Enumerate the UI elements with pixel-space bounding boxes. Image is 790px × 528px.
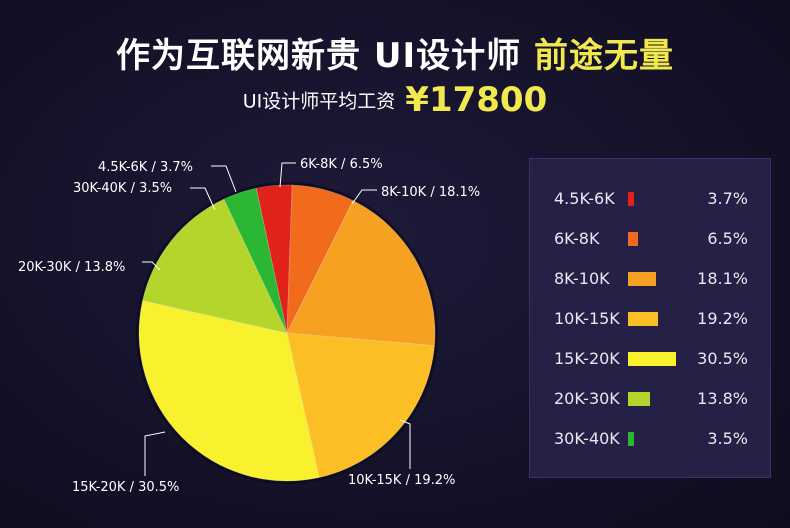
leader-line xyxy=(142,261,161,271)
leader-line xyxy=(351,189,377,205)
slice-label: 30K-40K / 3.5% xyxy=(73,181,172,196)
pie-slice-10k-15k xyxy=(286,332,435,478)
leader-line xyxy=(144,431,166,476)
legend-label: 10K-15K xyxy=(554,309,620,328)
pie-slice-30k-40k xyxy=(223,187,288,334)
slice-label: 4.5K-6K / 3.7% xyxy=(98,160,193,175)
legend-swatch xyxy=(628,432,634,446)
legend-swatch xyxy=(628,192,634,206)
pie-slice-8k-10k xyxy=(286,200,436,346)
leader-line xyxy=(211,165,237,193)
legend-item: 15K-20K 30.5% xyxy=(530,347,770,371)
legend-value: 13.8% xyxy=(697,389,748,408)
legend-label: 4.5K-6K xyxy=(554,189,615,208)
leader-line xyxy=(190,187,216,211)
legend-value: 6.5% xyxy=(707,229,748,248)
pie-slice-15k-20k xyxy=(138,300,320,482)
legend-item: 30K-40K 3.5% xyxy=(530,427,770,451)
slice-label: 10K-15K / 19.2% xyxy=(348,473,455,488)
legend-label: 30K-40K xyxy=(554,429,620,448)
pie-slice-6k-8k xyxy=(286,184,354,334)
leader-line xyxy=(279,162,296,188)
title-accent: 前途无量 xyxy=(533,36,674,76)
average-salary-label: UI设计师平均工资 xyxy=(242,90,396,113)
legend-label: 6K-8K xyxy=(554,229,600,248)
legend-label: 15K-20K xyxy=(554,349,620,368)
legend-label: 20K-30K xyxy=(554,389,620,408)
legend-value: 19.2% xyxy=(697,309,748,328)
legend-value: 3.5% xyxy=(707,429,748,448)
legend-value: 18.1% xyxy=(697,269,748,288)
legend-value: 30.5% xyxy=(697,349,748,368)
legend-value: 3.7% xyxy=(707,189,748,208)
legend-label: 8K-10K xyxy=(554,269,610,288)
legend-item: 10K-15K 19.2% xyxy=(530,307,770,331)
legend-swatch xyxy=(628,392,650,406)
legend-swatch xyxy=(628,352,676,366)
pie-slice-20k-30k xyxy=(142,198,288,334)
title-main: 作为互联网新贵 UI设计师 xyxy=(116,36,522,76)
legend-item: 8K-10K 18.1% xyxy=(530,267,770,291)
legend-item: 4.5K-6K 3.7% xyxy=(530,187,770,211)
leader-line xyxy=(399,419,411,469)
legend-swatch xyxy=(628,232,639,246)
page-title: 作为互联网新贵 UI设计师 前途无量 xyxy=(0,28,790,77)
slice-label: 15K-20K / 30.5% xyxy=(72,480,179,495)
legend-swatch xyxy=(628,272,657,286)
legend-swatch xyxy=(628,312,659,326)
legend-item: 20K-30K 13.8% xyxy=(530,387,770,411)
pie-slice-4-5k-6k xyxy=(255,184,293,334)
average-salary: UI设计师平均工资 ¥17800 xyxy=(0,80,790,120)
slice-label: 6K-8K / 6.5% xyxy=(300,157,383,172)
slice-label: 8K-10K / 18.1% xyxy=(381,185,480,200)
slice-label: 20K-30K / 13.8% xyxy=(18,260,125,275)
legend-item: 6K-8K 6.5% xyxy=(530,227,770,251)
legend-panel: 4.5K-6K 3.7% 6K-8K 6.5% 8K-10K 18.1% 10K-15K 19… xyxy=(529,158,771,478)
average-salary-value: ¥17800 xyxy=(405,80,548,120)
